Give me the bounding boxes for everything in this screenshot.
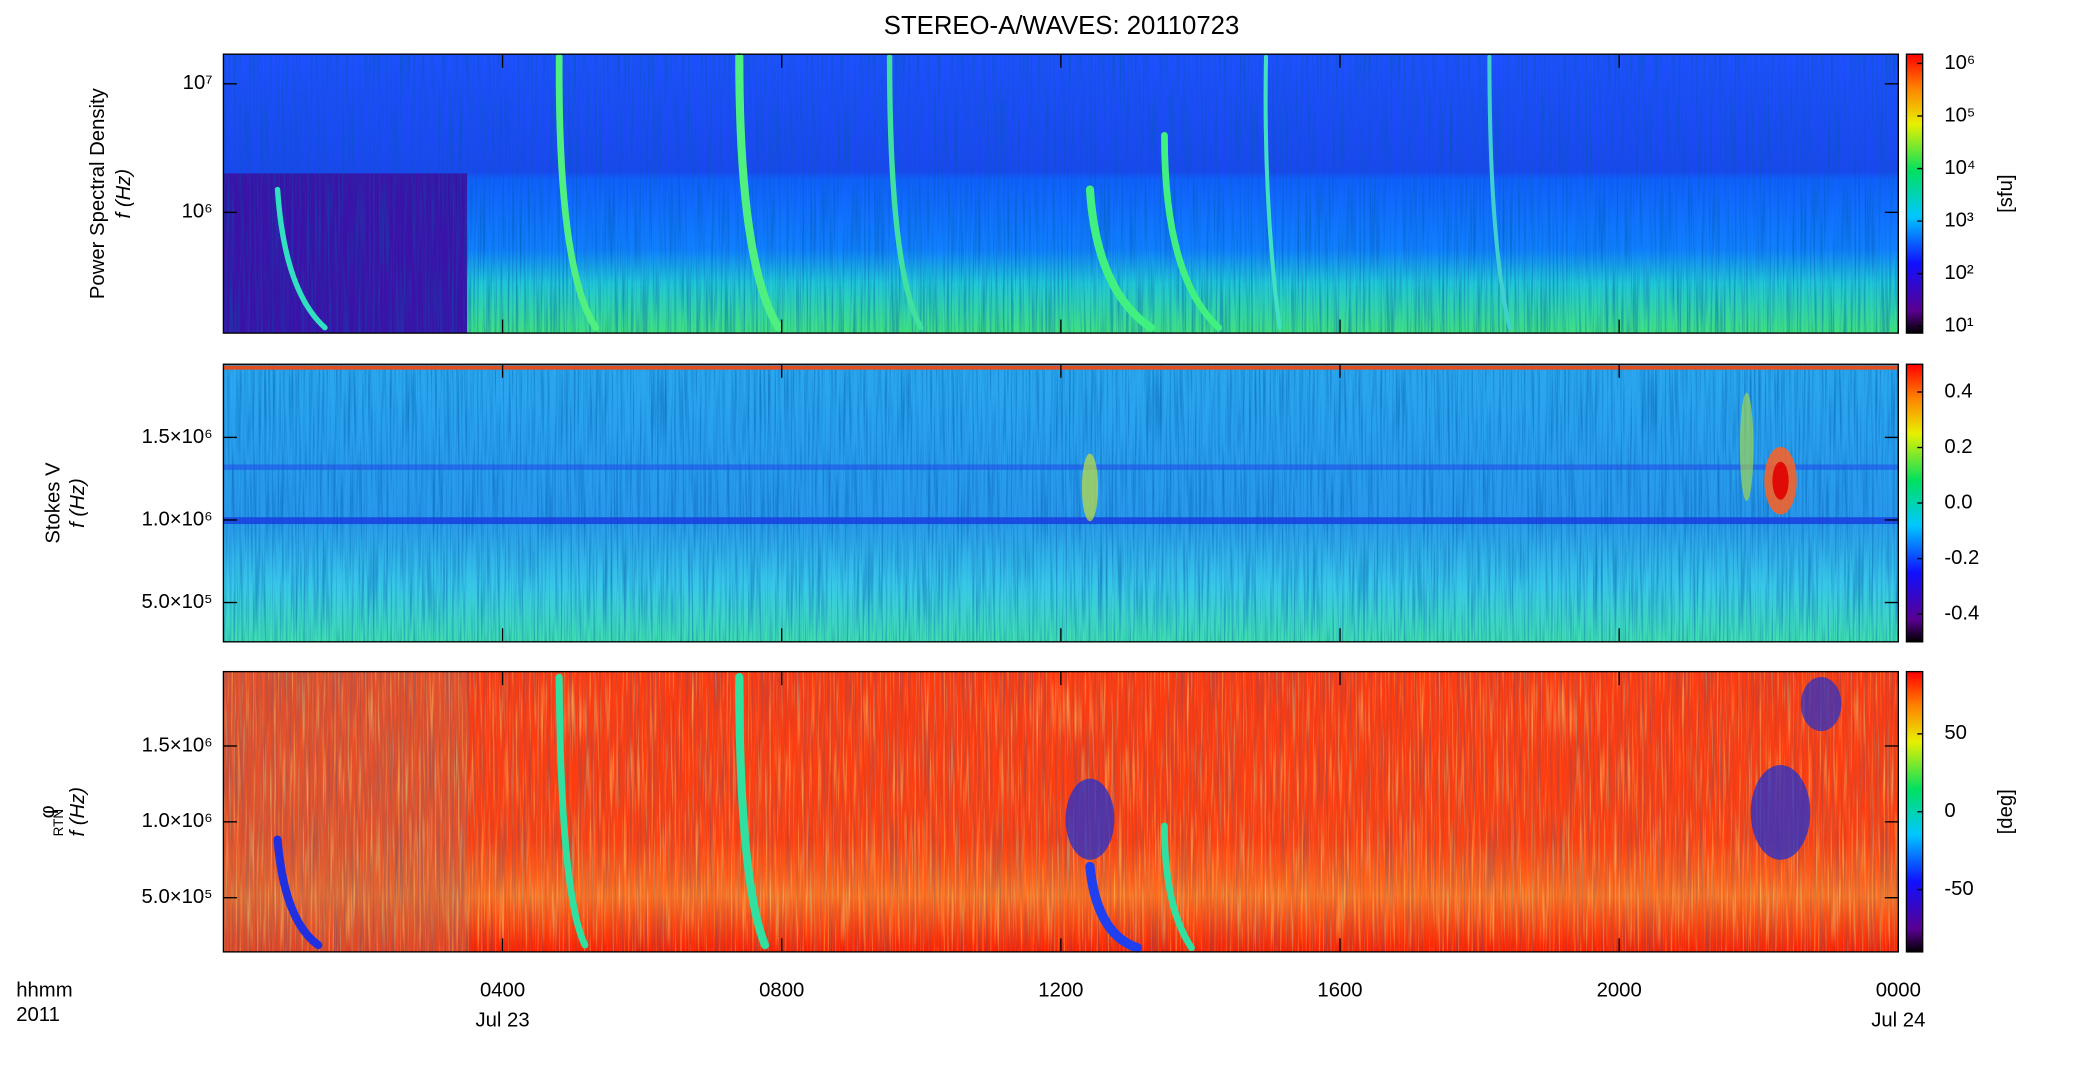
y-axis-label: Power Spectral Density	[87, 87, 109, 299]
x-tick-label: 0000	[1876, 980, 1921, 1002]
y-axis-label: RTN	[51, 809, 66, 837]
colorbar	[1906, 671, 1923, 952]
y-axis-label: φ	[37, 805, 59, 818]
colorbar-tick-label: 0.4	[1944, 380, 1972, 402]
x-tick-label: 1200	[1038, 980, 1083, 1002]
y-axis-label: f (Hz)	[67, 478, 89, 528]
colorbar-tick-label: -0.2	[1944, 547, 1979, 569]
colorbar-tick-label: 0	[1944, 800, 1955, 822]
colorbar-tick-label: 10⁵	[1944, 104, 1975, 126]
year-label: 2011	[16, 1004, 60, 1026]
y-axis-label: Stokes V	[43, 462, 65, 544]
y-tick-label: 10⁶	[182, 201, 213, 223]
colorbar-tick-label: 10⁶	[1944, 52, 1975, 74]
y-tick-label: 1.5×10⁶	[142, 426, 213, 448]
spectrogram-image	[223, 364, 1899, 642]
x-tick-label: 1600	[1317, 980, 1362, 1002]
x-tick-label: 2000	[1597, 980, 1642, 1002]
x-date-label: Jul 24	[1871, 1009, 1925, 1031]
y-tick-label: 1.0×10⁶	[142, 508, 213, 530]
x-tick-label: 0400	[480, 980, 525, 1002]
y-tick-label: 1.5×10⁶	[142, 734, 213, 756]
colorbar-label: [deg]	[1995, 789, 2017, 834]
colorbar-tick-label: -50	[1944, 878, 1973, 900]
colorbar-tick-label: -0.4	[1944, 602, 1979, 624]
colorbar-frame	[1905, 53, 1924, 334]
spectrogram-image	[223, 671, 1899, 953]
y-tick-label: 5.0×10⁵	[142, 886, 213, 908]
colorbar-tick-label: 10²	[1944, 262, 1974, 284]
time-format-label: hhmm	[16, 980, 72, 1002]
colorbar	[1906, 364, 1923, 642]
y-axis-label: f (Hz)	[113, 169, 135, 219]
colorbar-tick-label: 0.0	[1944, 491, 1972, 513]
colorbar-tick-label: 50	[1944, 722, 1967, 744]
colorbar-tick-label: 10⁴	[1944, 157, 1975, 179]
x-date-label: Jul 23	[475, 1009, 529, 1031]
spectrogram-image	[223, 52, 1899, 334]
y-tick-label: 5.0×10⁵	[142, 591, 213, 613]
chart-title: STEREO-A/WAVES: 20110723	[884, 12, 1239, 40]
colorbar-tick-label: 10¹	[1944, 315, 1974, 337]
colorbar	[1906, 54, 1923, 334]
y-tick-label: 10⁷	[183, 72, 213, 94]
colorbar-label: [sfu]	[1995, 174, 2017, 212]
colorbar-tick-label: 0.2	[1944, 436, 1972, 458]
colorbar-tick-label: 10³	[1944, 209, 1974, 231]
y-axis-label: f (Hz)	[67, 787, 89, 837]
y-tick-label: 1.0×10⁶	[142, 810, 213, 832]
x-tick-label: 0800	[759, 980, 804, 1002]
